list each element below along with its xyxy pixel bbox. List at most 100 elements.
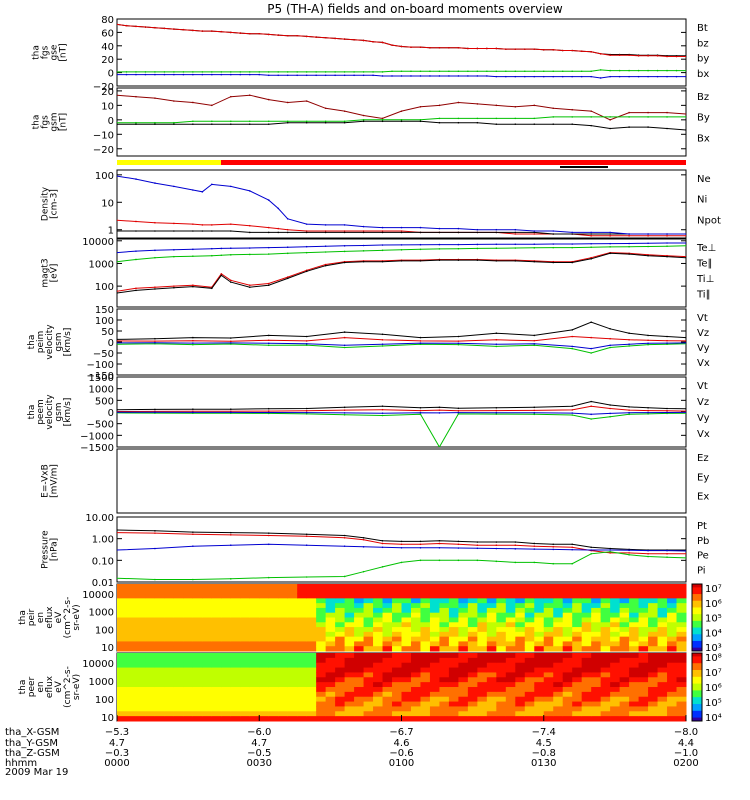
spectrogram-cell <box>496 598 507 604</box>
colorbar-segment <box>692 707 702 710</box>
spectrogram-cell <box>543 667 554 673</box>
spectrogram-cell <box>259 612 270 618</box>
point-Pe <box>628 554 630 556</box>
spectrogram-cell <box>297 636 308 642</box>
spectrogram-cell <box>676 627 687 633</box>
y-tick-label: 10000 <box>82 659 114 670</box>
point-Vy <box>609 346 611 349</box>
spectrogram-cell <box>553 672 564 678</box>
point-Pt <box>457 540 460 543</box>
spectrogram-cell <box>657 617 668 623</box>
spectrogram-cell <box>562 593 573 599</box>
spectrogram-cell <box>240 588 251 595</box>
spectrogram-cell <box>164 667 175 673</box>
spectrogram-cell <box>154 682 165 688</box>
point-by <box>248 71 251 73</box>
spectrogram-cell <box>629 588 640 595</box>
spectrogram-cell <box>135 706 146 712</box>
point-bx <box>239 73 242 76</box>
spectrogram-cell <box>515 677 526 683</box>
spectrogram-cell <box>543 593 554 599</box>
spectrogram-cell <box>562 667 573 673</box>
spectrogram-cell <box>610 622 621 628</box>
spectrogram-cell <box>553 612 564 618</box>
point-Npot <box>514 228 517 231</box>
spectrogram-cell <box>135 691 146 698</box>
spectrogram-cell <box>211 672 222 678</box>
spectrogram-cell <box>448 662 459 669</box>
spectrogram-cell <box>354 588 365 595</box>
point-bx <box>429 75 431 77</box>
spectrogram-cell <box>297 696 308 703</box>
colorbar-segment <box>692 673 702 676</box>
point-Vy <box>571 347 573 350</box>
spectrogram-cell <box>581 612 592 618</box>
y-tick-label: −50 <box>93 349 114 360</box>
point-Vy <box>343 346 346 349</box>
spectrogram-cell <box>278 617 289 623</box>
y-axis-label: eV <box>54 680 64 693</box>
spectrogram-cell <box>477 672 488 678</box>
spectrogram-cell <box>657 627 668 633</box>
point-Ti⊥ <box>590 242 592 245</box>
spectrogram-cell <box>373 636 384 642</box>
point-Bx <box>685 129 686 131</box>
legend-Bt: Bt <box>697 23 708 34</box>
point-Npot <box>476 228 479 231</box>
spectrogram-cell <box>562 677 573 683</box>
spectrogram-cell <box>278 598 289 604</box>
spectrogram-cell <box>145 612 156 618</box>
spectrogram-cell <box>458 631 469 638</box>
spectrogram-cell <box>363 622 374 628</box>
point-bx <box>457 75 460 77</box>
spectrogram-cell <box>572 627 583 633</box>
spectrogram-cell <box>164 636 175 642</box>
spectrogram-cell <box>448 667 459 673</box>
spectrogram-cell <box>325 696 336 703</box>
spectrogram-cell <box>401 672 412 678</box>
spectrogram-cell <box>429 617 440 623</box>
spectrogram-cell <box>591 662 602 669</box>
point-bz <box>248 32 251 35</box>
spectrogram-cell <box>439 677 450 683</box>
spectrogram-cell <box>496 662 507 669</box>
spectrogram-cell <box>448 687 459 693</box>
spectrogram-cell <box>268 612 279 618</box>
spectrogram-cell <box>154 677 165 683</box>
spectrogram-cell <box>183 677 194 683</box>
spectrogram-cell <box>259 691 270 698</box>
spectrogram-cell <box>591 631 602 638</box>
spectrogram-cell <box>477 657 488 664</box>
x-tick-label: 0030 <box>247 758 272 769</box>
spectrogram-cell <box>126 716 137 722</box>
point-Ti∥ <box>666 245 668 247</box>
spectrogram-cell <box>135 636 146 642</box>
colorbar-segment <box>692 624 702 627</box>
spectrogram-cell <box>316 696 327 703</box>
point-by <box>599 69 602 71</box>
spectrogram-cell <box>183 598 194 604</box>
spectrogram-cell <box>486 687 497 693</box>
point-Vy <box>647 343 649 346</box>
spectrogram-cell <box>230 617 241 623</box>
spectrogram-cell <box>534 584 545 590</box>
spectrogram-cell <box>268 701 279 707</box>
point-Vx <box>685 342 686 344</box>
spectrogram-cell <box>259 672 270 678</box>
spectrogram-cell <box>240 672 251 678</box>
point-Pe <box>514 561 517 564</box>
spectrogram-cell <box>572 622 583 628</box>
spectrogram-cell <box>211 691 222 698</box>
spectrogram-cell <box>562 607 573 614</box>
point-by <box>656 69 659 72</box>
spectrogram-cell <box>467 711 478 717</box>
point-Ni <box>533 231 536 234</box>
point-Pi <box>685 550 686 552</box>
spectrogram-cell <box>439 687 450 693</box>
spectrogram-cell <box>572 631 583 638</box>
colorbar-segment <box>692 609 702 612</box>
spectrogram-cell <box>477 617 488 623</box>
colorbar-tick-label: 10⁴ <box>705 628 722 639</box>
point-Ni <box>552 233 555 235</box>
point-Vx <box>495 343 498 346</box>
